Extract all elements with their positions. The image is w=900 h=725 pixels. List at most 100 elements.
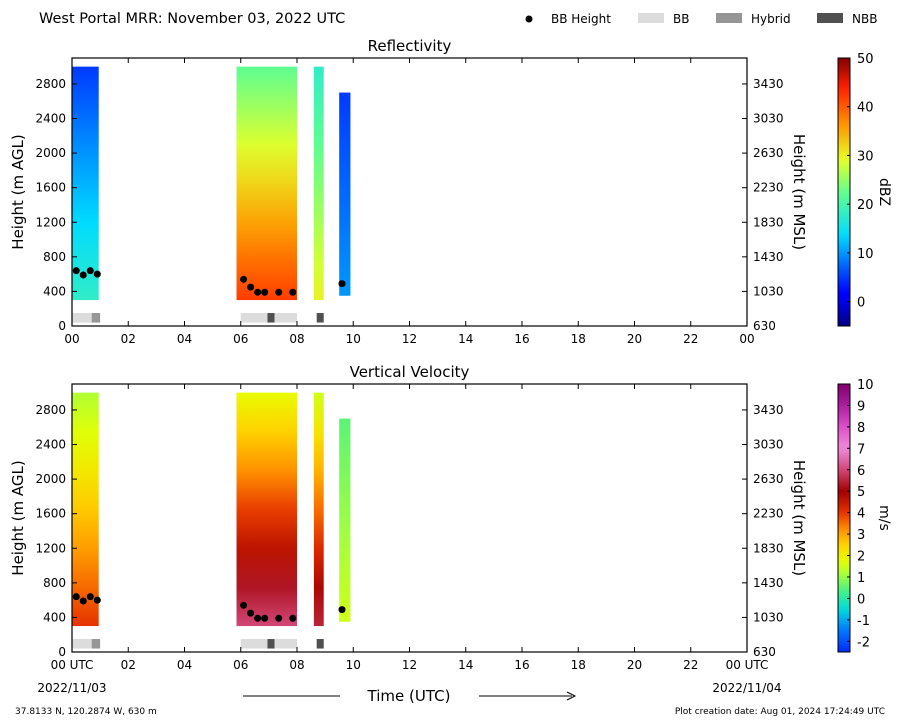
bb-height-point (247, 283, 255, 291)
x-tick-label: 04 (177, 332, 192, 346)
y-axis-label: Height (m AGL) (9, 134, 27, 249)
x-tick-label: 16 (514, 658, 529, 672)
x-tick-label: 00 UTC (51, 658, 94, 672)
colorbar-tick-label: 6 (857, 464, 865, 479)
x-tick-label: 06 (233, 658, 248, 672)
echo-region (339, 92, 351, 296)
y-tick-label: 2400 (35, 438, 66, 452)
echo-region (313, 392, 324, 627)
colorbar-tick-label: 30 (857, 149, 874, 164)
bb-type-bb (240, 313, 268, 323)
legend-label: Hybrid (751, 12, 791, 26)
y2-tick-label: 3430 (753, 403, 784, 417)
echo-region (72, 66, 99, 301)
colorbar-label: m/s (876, 505, 892, 531)
x-axis-label: Time (UTC) (367, 687, 451, 705)
y-tick-label: 400 (43, 610, 66, 624)
bb-height-point (86, 593, 94, 601)
colorbar-tick-label: 3 (857, 528, 865, 543)
bb-type-nbb (267, 639, 275, 649)
colorbar-tick-label: -1 (857, 614, 870, 629)
y2-tick-label: 630 (753, 645, 776, 659)
time-arrow-head (566, 691, 577, 701)
bb-type-bb (274, 313, 297, 323)
x-tick-label: 20 (627, 658, 642, 672)
x-tick-label: 10 (346, 332, 361, 346)
colorbar-tick-label: 0 (857, 592, 865, 607)
colorbar-tick-label: 7 (857, 442, 865, 457)
plot-creation-date: Plot creation date: Aug 01, 2024 17:24:4… (675, 707, 885, 717)
y2-tick-label: 2630 (753, 146, 784, 160)
bb-height-point (79, 597, 87, 605)
x-tick-label: 06 (233, 332, 248, 346)
plot-frame (71, 383, 748, 653)
x-tick-label: 16 (514, 332, 529, 346)
y2-axis-label: Height (m MSL) (790, 460, 808, 576)
x-tick-label: 02 (121, 332, 136, 346)
y2-tick-label: 1830 (753, 541, 784, 555)
x-tick-label: 20 (627, 332, 642, 346)
y2-tick-label: 3030 (753, 112, 784, 126)
colorbar (837, 383, 851, 653)
panel-title: Reflectivity (368, 37, 452, 55)
bb-height-point (86, 267, 94, 275)
bb-height-point (72, 593, 80, 601)
colorbar-tick-label: 8 (857, 421, 865, 436)
y2-tick-label: 1830 (753, 215, 784, 229)
colorbar-label: dBZ (876, 178, 892, 206)
bb-type-bb (72, 313, 92, 323)
y2-tick-label: 2230 (753, 507, 784, 521)
bb-height-point (254, 288, 262, 296)
y2-tick-label: 630 (753, 319, 776, 333)
station-location: 37.8133 N, 120.2874 W, 630 m (15, 707, 157, 717)
x-tick-label: 00 (64, 332, 79, 346)
colorbar-tick-label: 0 (857, 296, 865, 311)
legend-label: BB Height (551, 12, 611, 26)
figure-title: West Portal MRR: November 03, 2022 UTC (39, 11, 345, 27)
bb-type-hybrid (91, 639, 101, 649)
bb-type-hybrid (91, 313, 101, 323)
date-start-label: 2022/11/03 (37, 681, 106, 695)
legend-label: NBB (852, 12, 877, 26)
x-tick-label: 12 (402, 332, 417, 346)
x-tick-label: 10 (346, 658, 361, 672)
legend-swatch-hybrid (716, 13, 742, 23)
y2-tick-label: 3430 (753, 77, 784, 91)
bb-height-point (79, 271, 87, 279)
bb-height-point (261, 288, 269, 296)
y2-tick-label: 3030 (753, 438, 784, 452)
x-tick-label: 00 (739, 332, 754, 346)
colorbar-tick-label: 4 (857, 507, 865, 522)
date-end-label: 2022/11/04 (712, 681, 781, 695)
legend-label: BB (673, 12, 689, 26)
y-tick-label: 1600 (35, 181, 66, 195)
x-tick-label: 14 (458, 658, 473, 672)
panel-title: Vertical Velocity (350, 363, 470, 381)
y-tick-label: 1600 (35, 507, 66, 521)
echo-region (313, 66, 324, 301)
plot-frame (71, 57, 748, 327)
bb-height-point (275, 614, 283, 622)
bb-type-nbb (267, 313, 275, 323)
bb-height-point (247, 609, 255, 617)
figure-legend: BB Height BB Hybrid NBB (525, 12, 877, 26)
colorbar-tick-label: -2 (857, 635, 870, 650)
bb-height-point (289, 614, 297, 622)
echo-region (236, 66, 297, 301)
bb-height-point (289, 288, 297, 296)
colorbar-tick-label: 20 (857, 198, 874, 213)
colorbar-tick-label: 50 (857, 52, 874, 67)
x-tick-label: 18 (571, 658, 586, 672)
bb-height-point (338, 606, 346, 614)
x-tick-label: 04 (177, 658, 192, 672)
bb-height-point (338, 280, 346, 288)
y2-tick-label: 1430 (753, 576, 784, 590)
y2-tick-label: 2630 (753, 472, 784, 486)
x-tick-label: 02 (121, 658, 136, 672)
y-axis-label: Height (m AGL) (9, 460, 27, 575)
legend-bb-height-marker (525, 15, 533, 23)
x-tick-label: 14 (458, 332, 473, 346)
y-tick-label: 2800 (35, 403, 66, 417)
